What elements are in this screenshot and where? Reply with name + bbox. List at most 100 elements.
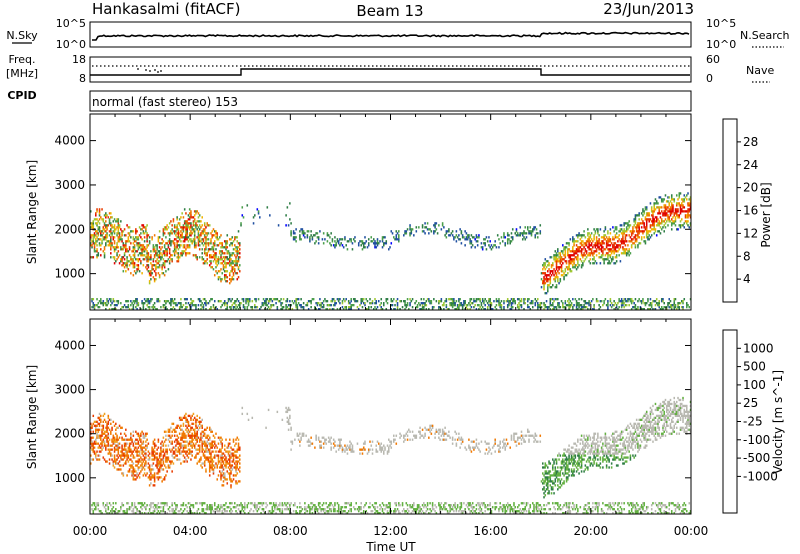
data-cell [123,262,126,265]
data-cell [290,304,292,307]
nave-series [90,68,690,76]
data-cell [197,428,200,431]
data-cell [340,238,342,241]
data-cell [205,508,207,511]
data-cell [200,502,202,505]
data-cell [430,300,433,303]
data-cell [638,298,640,301]
data-cell [619,240,622,243]
data-cell [165,434,167,437]
data-cell [172,422,175,425]
data-cell [587,246,589,249]
data-cell [670,206,673,209]
data-cell [232,274,235,277]
data-cell [152,454,155,457]
data-cell [231,242,234,245]
data-cell [202,298,205,301]
data-cell [543,304,545,307]
data-cell [645,230,648,233]
data-cell [100,434,102,437]
data-cell [171,260,173,263]
data-cell [559,258,562,261]
data-cell [388,248,390,251]
data-cell [557,302,559,305]
data-cell [364,246,366,249]
data-cell [136,264,138,267]
data-cell [187,512,190,514]
data-cell [165,458,167,461]
data-cell [171,454,173,457]
data-cell [108,462,111,465]
data-cell [625,300,628,303]
data-cell [207,232,210,235]
data-cell [575,306,578,309]
data-cell [178,450,181,453]
data-cell [683,194,686,197]
data-cell [677,210,679,213]
data-cell [538,306,540,309]
data-cell [689,216,691,219]
data-cell [682,300,684,303]
data-cell [660,308,663,310]
data-cell [188,414,191,418]
data-cell [664,204,667,207]
data-cell [103,440,106,443]
data-cell [624,250,627,253]
data-cell [658,220,660,223]
data-cell [118,254,121,257]
data-cell [672,222,674,225]
data-cell [205,260,207,263]
data-cell [624,238,627,241]
data-cell [587,228,589,231]
data-cell [632,230,634,233]
data-cell [609,298,612,301]
data-cell [220,450,222,453]
data-cell [143,248,146,251]
data-cell [637,300,639,303]
data-cell [618,306,620,309]
data-cell [380,302,383,305]
data-cell [216,508,219,511]
data-cell [128,232,131,235]
data-cell [212,468,215,471]
data-cell [242,300,245,303]
data-cell [466,304,469,307]
data-cell [634,234,637,237]
data-cell [118,468,121,471]
data-cell [428,298,430,301]
data-cell [593,258,595,261]
data-cell [165,270,167,273]
data-cell [90,440,92,443]
data-cell [143,232,146,235]
data-cell [370,240,373,243]
data-cell [563,306,565,309]
data-cell [654,304,657,307]
data-cell [137,304,140,307]
data-cell [112,438,115,441]
data-cell [568,256,570,259]
data-cell [128,506,131,509]
data-cell [183,440,186,443]
data-cell [137,442,140,445]
data-cell [103,418,106,421]
data-cell [173,512,176,514]
data-cell [513,298,515,301]
data-cell [202,238,205,241]
data-cell [665,214,668,217]
data-cell [547,284,549,287]
data-cell [128,468,131,471]
data-cell [135,272,137,275]
data-cell [150,478,152,481]
data-cell [624,304,627,307]
data-cell [193,224,196,227]
data-cell [163,464,166,467]
data-cell [687,212,689,215]
data-cell [221,278,224,281]
data-cell [235,308,237,310]
data-cell [190,418,192,421]
data-cell [550,286,553,289]
data-cell [107,420,110,423]
data-cell [625,304,628,307]
data-cell [663,220,665,223]
data-cell [95,214,97,217]
